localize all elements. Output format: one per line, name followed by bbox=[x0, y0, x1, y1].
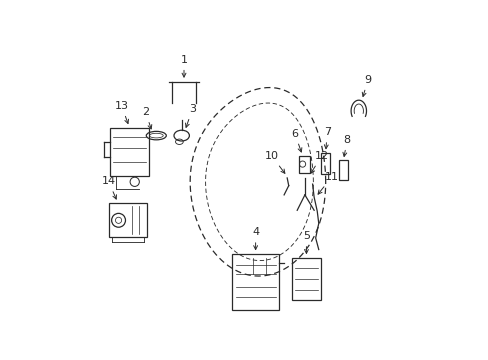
Text: 14: 14 bbox=[102, 176, 116, 199]
Text: 11: 11 bbox=[317, 172, 338, 194]
Bar bbox=[298, 156, 309, 172]
Text: 7: 7 bbox=[323, 127, 330, 149]
Text: 10: 10 bbox=[264, 151, 285, 173]
Text: 8: 8 bbox=[342, 135, 350, 157]
Bar bbox=[108, 203, 147, 237]
Text: 12: 12 bbox=[310, 151, 328, 173]
Text: 4: 4 bbox=[251, 227, 259, 249]
Bar bbox=[231, 254, 279, 310]
Text: 1: 1 bbox=[180, 55, 187, 77]
Bar bbox=[291, 258, 321, 300]
Text: 13: 13 bbox=[114, 101, 128, 123]
Bar bbox=[321, 153, 329, 174]
Text: 3: 3 bbox=[185, 104, 196, 127]
Bar bbox=[338, 160, 347, 180]
Text: 5: 5 bbox=[303, 231, 309, 253]
Bar bbox=[110, 128, 148, 176]
Text: 2: 2 bbox=[142, 107, 151, 129]
Text: 9: 9 bbox=[362, 75, 371, 96]
Text: 6: 6 bbox=[291, 129, 301, 152]
